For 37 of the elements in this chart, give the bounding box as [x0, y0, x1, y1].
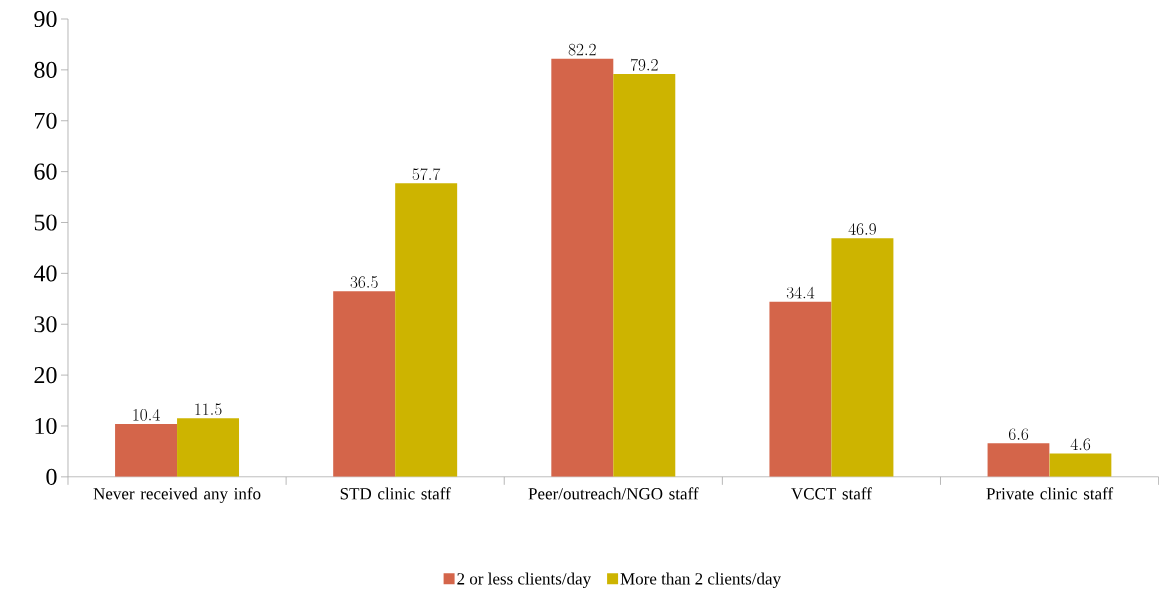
- legend-label: 2 or less clients/day: [457, 572, 592, 589]
- bar: [177, 418, 240, 477]
- data-label: 10.4: [133, 408, 160, 421]
- x-tick-label: Peer/outreach/NGO staff: [528, 487, 699, 500]
- bar: [1049, 453, 1112, 477]
- x-tick-label: Never received any info: [93, 487, 261, 504]
- data-label: 82.2: [568, 43, 596, 56]
- y-tick-label: 10: [35, 417, 57, 435]
- x-tick-label: VCCT staff: [791, 487, 872, 500]
- y-tick-label: 40: [33, 265, 57, 282]
- bar: [395, 183, 458, 477]
- bar: [987, 443, 1050, 477]
- data-label: 4.6: [1070, 438, 1091, 451]
- y-tick-label: 90: [34, 10, 57, 28]
- x-tick-label: Private clinic staff: [986, 487, 1114, 500]
- x-tick-label: STD clinic staff: [340, 487, 451, 500]
- bar: [115, 424, 178, 477]
- y-tick-label: 50: [34, 214, 57, 231]
- y-tick-label: 80: [34, 61, 57, 79]
- y-tick-label: 0: [46, 468, 57, 486]
- bar: [333, 291, 396, 477]
- data-label: 46.9: [848, 223, 876, 236]
- legend-label: More than 2 clients/day: [620, 572, 781, 589]
- bar: [551, 58, 614, 477]
- y-tick-label: 20: [34, 367, 57, 384]
- y-tick-label: 70: [35, 112, 57, 129]
- y-tick-label: 30: [34, 316, 57, 333]
- data-label: 34.4: [786, 286, 815, 299]
- data-label: 79.2: [630, 58, 658, 71]
- data-label: 11 .5: [195, 403, 222, 416]
- bar: [831, 238, 894, 477]
- bar: [613, 74, 676, 477]
- bar: [769, 301, 832, 477]
- y-tick-label: 60: [34, 163, 57, 180]
- data-label: 57.7: [412, 168, 441, 181]
- data-label: 6.6: [1008, 428, 1029, 441]
- data-label: 36.5: [350, 276, 378, 288]
